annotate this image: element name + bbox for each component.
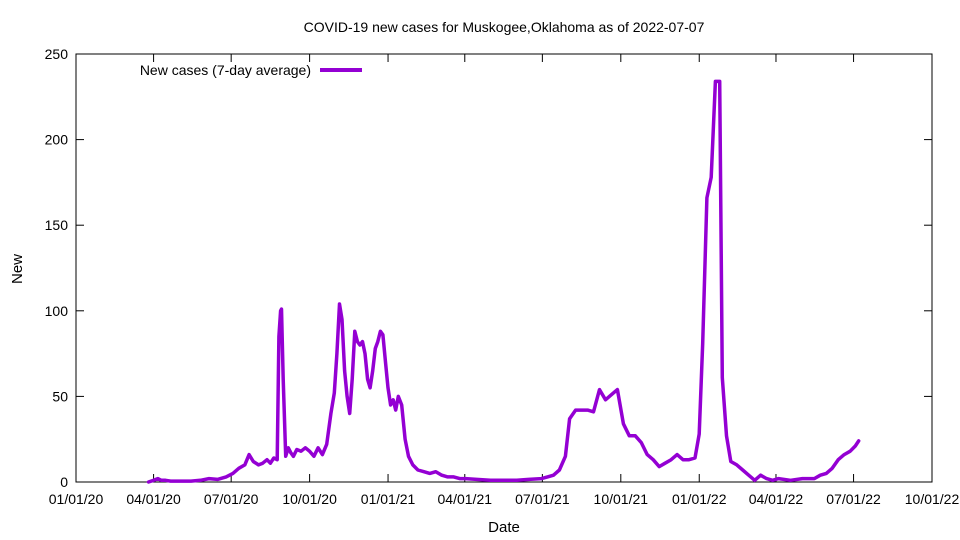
x-axis-label: Date <box>488 519 520 536</box>
y-tick-label: 150 <box>45 217 69 233</box>
plot-border <box>75 53 933 483</box>
y-tick-label: 50 <box>52 388 68 404</box>
y-axis-label: New <box>9 254 26 284</box>
legend: New cases (7-day average) <box>140 62 362 78</box>
x-tick-label: 10/01/22 <box>905 491 960 507</box>
y-tick-label: 100 <box>45 303 69 319</box>
y-tick-label: 0 <box>60 474 68 490</box>
x-axis-ticks: 01/01/20 04/01/20 07/01/20 10/01/20 01/01/21… <box>49 54 960 507</box>
y-tick-label: 200 <box>45 132 69 148</box>
legend-label: New cases (7-day average) <box>140 62 311 78</box>
x-tick-label: 10/01/21 <box>594 491 649 507</box>
x-tick-label: 04/01/20 <box>126 491 181 507</box>
y-axis-ticks: 0 50 100 150 200 250 <box>45 46 932 490</box>
x-tick-label: 04/01/21 <box>438 491 493 507</box>
x-tick-label: 07/01/22 <box>826 491 881 507</box>
plot-frame <box>75 53 933 483</box>
x-tick-label: 04/01/22 <box>749 491 804 507</box>
x-tick-label: 01/01/21 <box>361 491 416 507</box>
y-tick-label: 250 <box>45 46 69 62</box>
x-tick-label: 07/01/20 <box>204 491 259 507</box>
x-tick-label: 07/01/21 <box>515 491 570 507</box>
chart-title: COVID-19 new cases for Muskogee,Oklahoma… <box>304 19 705 35</box>
x-tick-label: 01/01/22 <box>672 491 727 507</box>
x-tick-label: 10/01/20 <box>282 491 337 507</box>
x-tick-label: 01/01/20 <box>49 491 104 507</box>
series-layer <box>146 79 861 484</box>
series-line <box>146 79 861 484</box>
